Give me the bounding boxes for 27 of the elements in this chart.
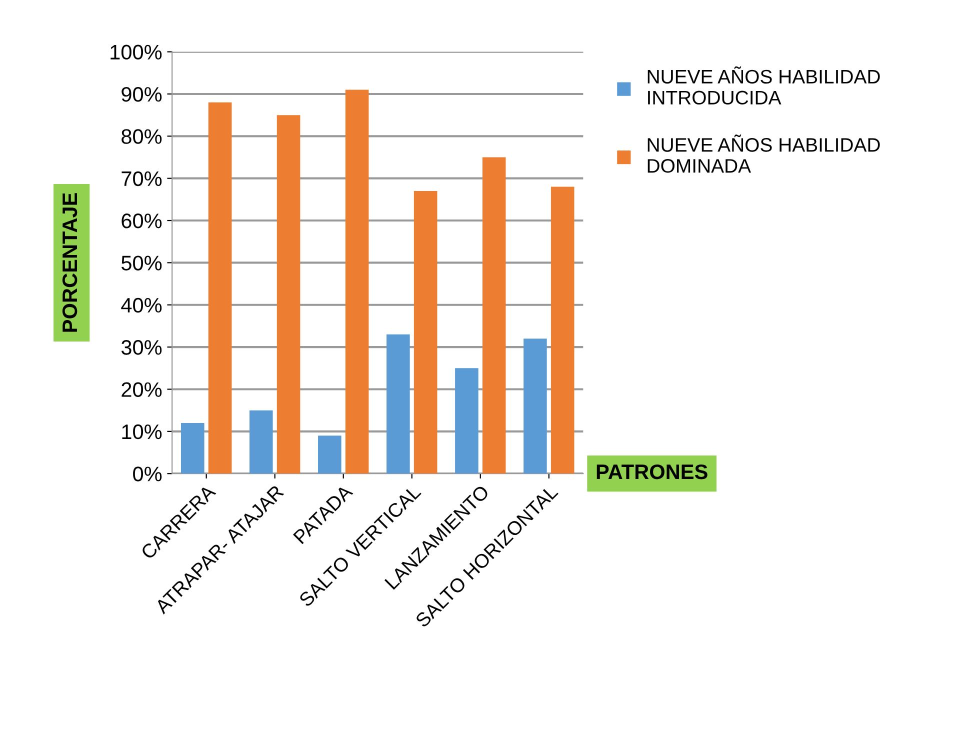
y-tick-label: 10%: [122, 424, 162, 440]
legend-label: NUEVE AÑOS HABILIDAD DOMINADA: [648, 134, 880, 173]
bar: [345, 90, 369, 474]
x-axis-title: PATRONES: [596, 464, 708, 480]
y-tick-label: 90%: [122, 86, 162, 102]
y-tick-label: 40%: [121, 298, 162, 313]
y-tick-label: 50%: [121, 256, 162, 270]
y-tick-label: 30%: [121, 340, 162, 355]
bar: [276, 115, 300, 474]
bar: [208, 102, 232, 474]
bar: [318, 436, 342, 474]
bar: [482, 157, 506, 474]
y-axis-title: PORCENTAJE: [62, 193, 78, 332]
y-tick-label: 100%: [110, 44, 162, 60]
bar: [524, 338, 547, 474]
bar: [550, 186, 574, 474]
y-tick-label: 0%: [133, 466, 162, 482]
bar: [414, 190, 438, 474]
bar: [455, 368, 478, 474]
y-tick-label: 20%: [122, 382, 162, 397]
y-tick-label: 80%: [122, 129, 162, 144]
bar: [180, 422, 204, 474]
y-tick-label: 70%: [122, 171, 162, 186]
y-tick-label: 60%: [122, 214, 162, 228]
legend-label: NUEVE AÑOS HABILIDAD INTRODUCIDA: [648, 66, 880, 105]
bar: [386, 334, 410, 474]
bar: [250, 410, 273, 474]
